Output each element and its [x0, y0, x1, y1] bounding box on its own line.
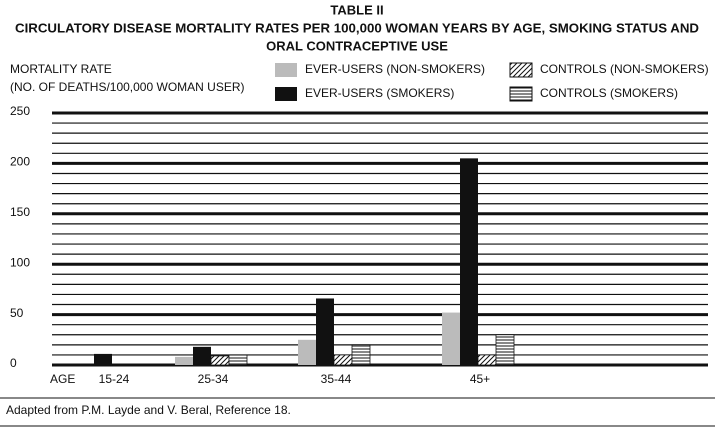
- y-tick-label: 50: [10, 306, 24, 320]
- chart-title: CIRCULATORY DISEASE MORTALITY RATES PER …: [15, 20, 699, 35]
- legend-swatch: [275, 87, 297, 101]
- x-axis-label: AGE: [50, 372, 75, 386]
- bar: [495, 334, 515, 366]
- y-axis-label: (NO. OF DEATHS/100,000 WOMAN USER): [10, 80, 245, 94]
- legend-swatch: [509, 62, 533, 78]
- bar: [477, 354, 497, 366]
- x-tick-label: 15-24: [99, 372, 130, 386]
- chart-title: TABLE II: [330, 2, 383, 17]
- legend-swatch: [275, 63, 297, 77]
- y-axis-label: MORTALITY RATE: [10, 62, 112, 76]
- bar: [351, 344, 371, 366]
- chart-title: ORAL CONTRACEPTIVE USE: [266, 38, 448, 53]
- legend-label: EVER-USERS (SMOKERS): [305, 86, 454, 100]
- x-tick-label: 35-44: [321, 372, 352, 386]
- bar: [228, 354, 248, 366]
- legend-swatch: [509, 86, 533, 102]
- legend-label: EVER-USERS (NON-SMOKERS): [305, 62, 485, 76]
- bar: [442, 312, 460, 365]
- bar: [94, 353, 112, 365]
- bar: [333, 354, 353, 366]
- x-tick-label: 25-34: [198, 372, 229, 386]
- legend-label: CONTROLS (NON-SMOKERS): [540, 62, 709, 76]
- bar: [316, 298, 334, 365]
- bar: [210, 355, 230, 366]
- bar: [298, 339, 316, 365]
- source-note: Adapted from P.M. Layde and V. Beral, Re…: [6, 403, 291, 417]
- bar: [175, 356, 193, 365]
- legend-label: CONTROLS (SMOKERS): [540, 86, 678, 100]
- y-tick-label: 0: [10, 356, 17, 370]
- x-tick-label: 45+: [470, 372, 490, 386]
- y-tick-label: 150: [10, 205, 30, 219]
- y-tick-label: 200: [10, 155, 30, 169]
- bar: [193, 346, 211, 365]
- y-tick-label: 250: [10, 104, 30, 118]
- y-tick-label: 100: [10, 255, 30, 269]
- bar: [460, 158, 478, 365]
